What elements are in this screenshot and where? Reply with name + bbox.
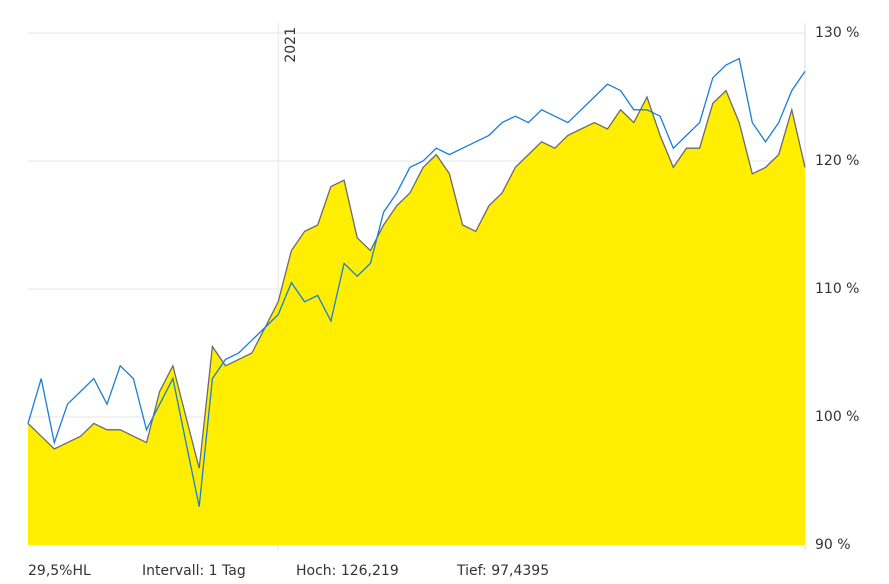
footer-text: Hoch: 126,219	[296, 563, 399, 579]
x-tick-label: 2021	[283, 27, 299, 63]
y-tick-label: 130 %	[815, 25, 859, 41]
area	[28, 90, 805, 545]
y-tick-label: 100 %	[815, 409, 859, 425]
area-outline	[27, 89, 806, 469]
footer-text: Intervall: 1 Tag	[142, 563, 246, 579]
line	[27, 57, 806, 507]
y-tick-label: 110 %	[815, 281, 859, 297]
footer-text: Tief: 97,4395	[456, 563, 549, 579]
footer-text: 29,5%HL	[28, 563, 91, 579]
y-tick-label: 120 %	[815, 153, 859, 169]
y-tick-label: 90 %	[815, 537, 851, 553]
